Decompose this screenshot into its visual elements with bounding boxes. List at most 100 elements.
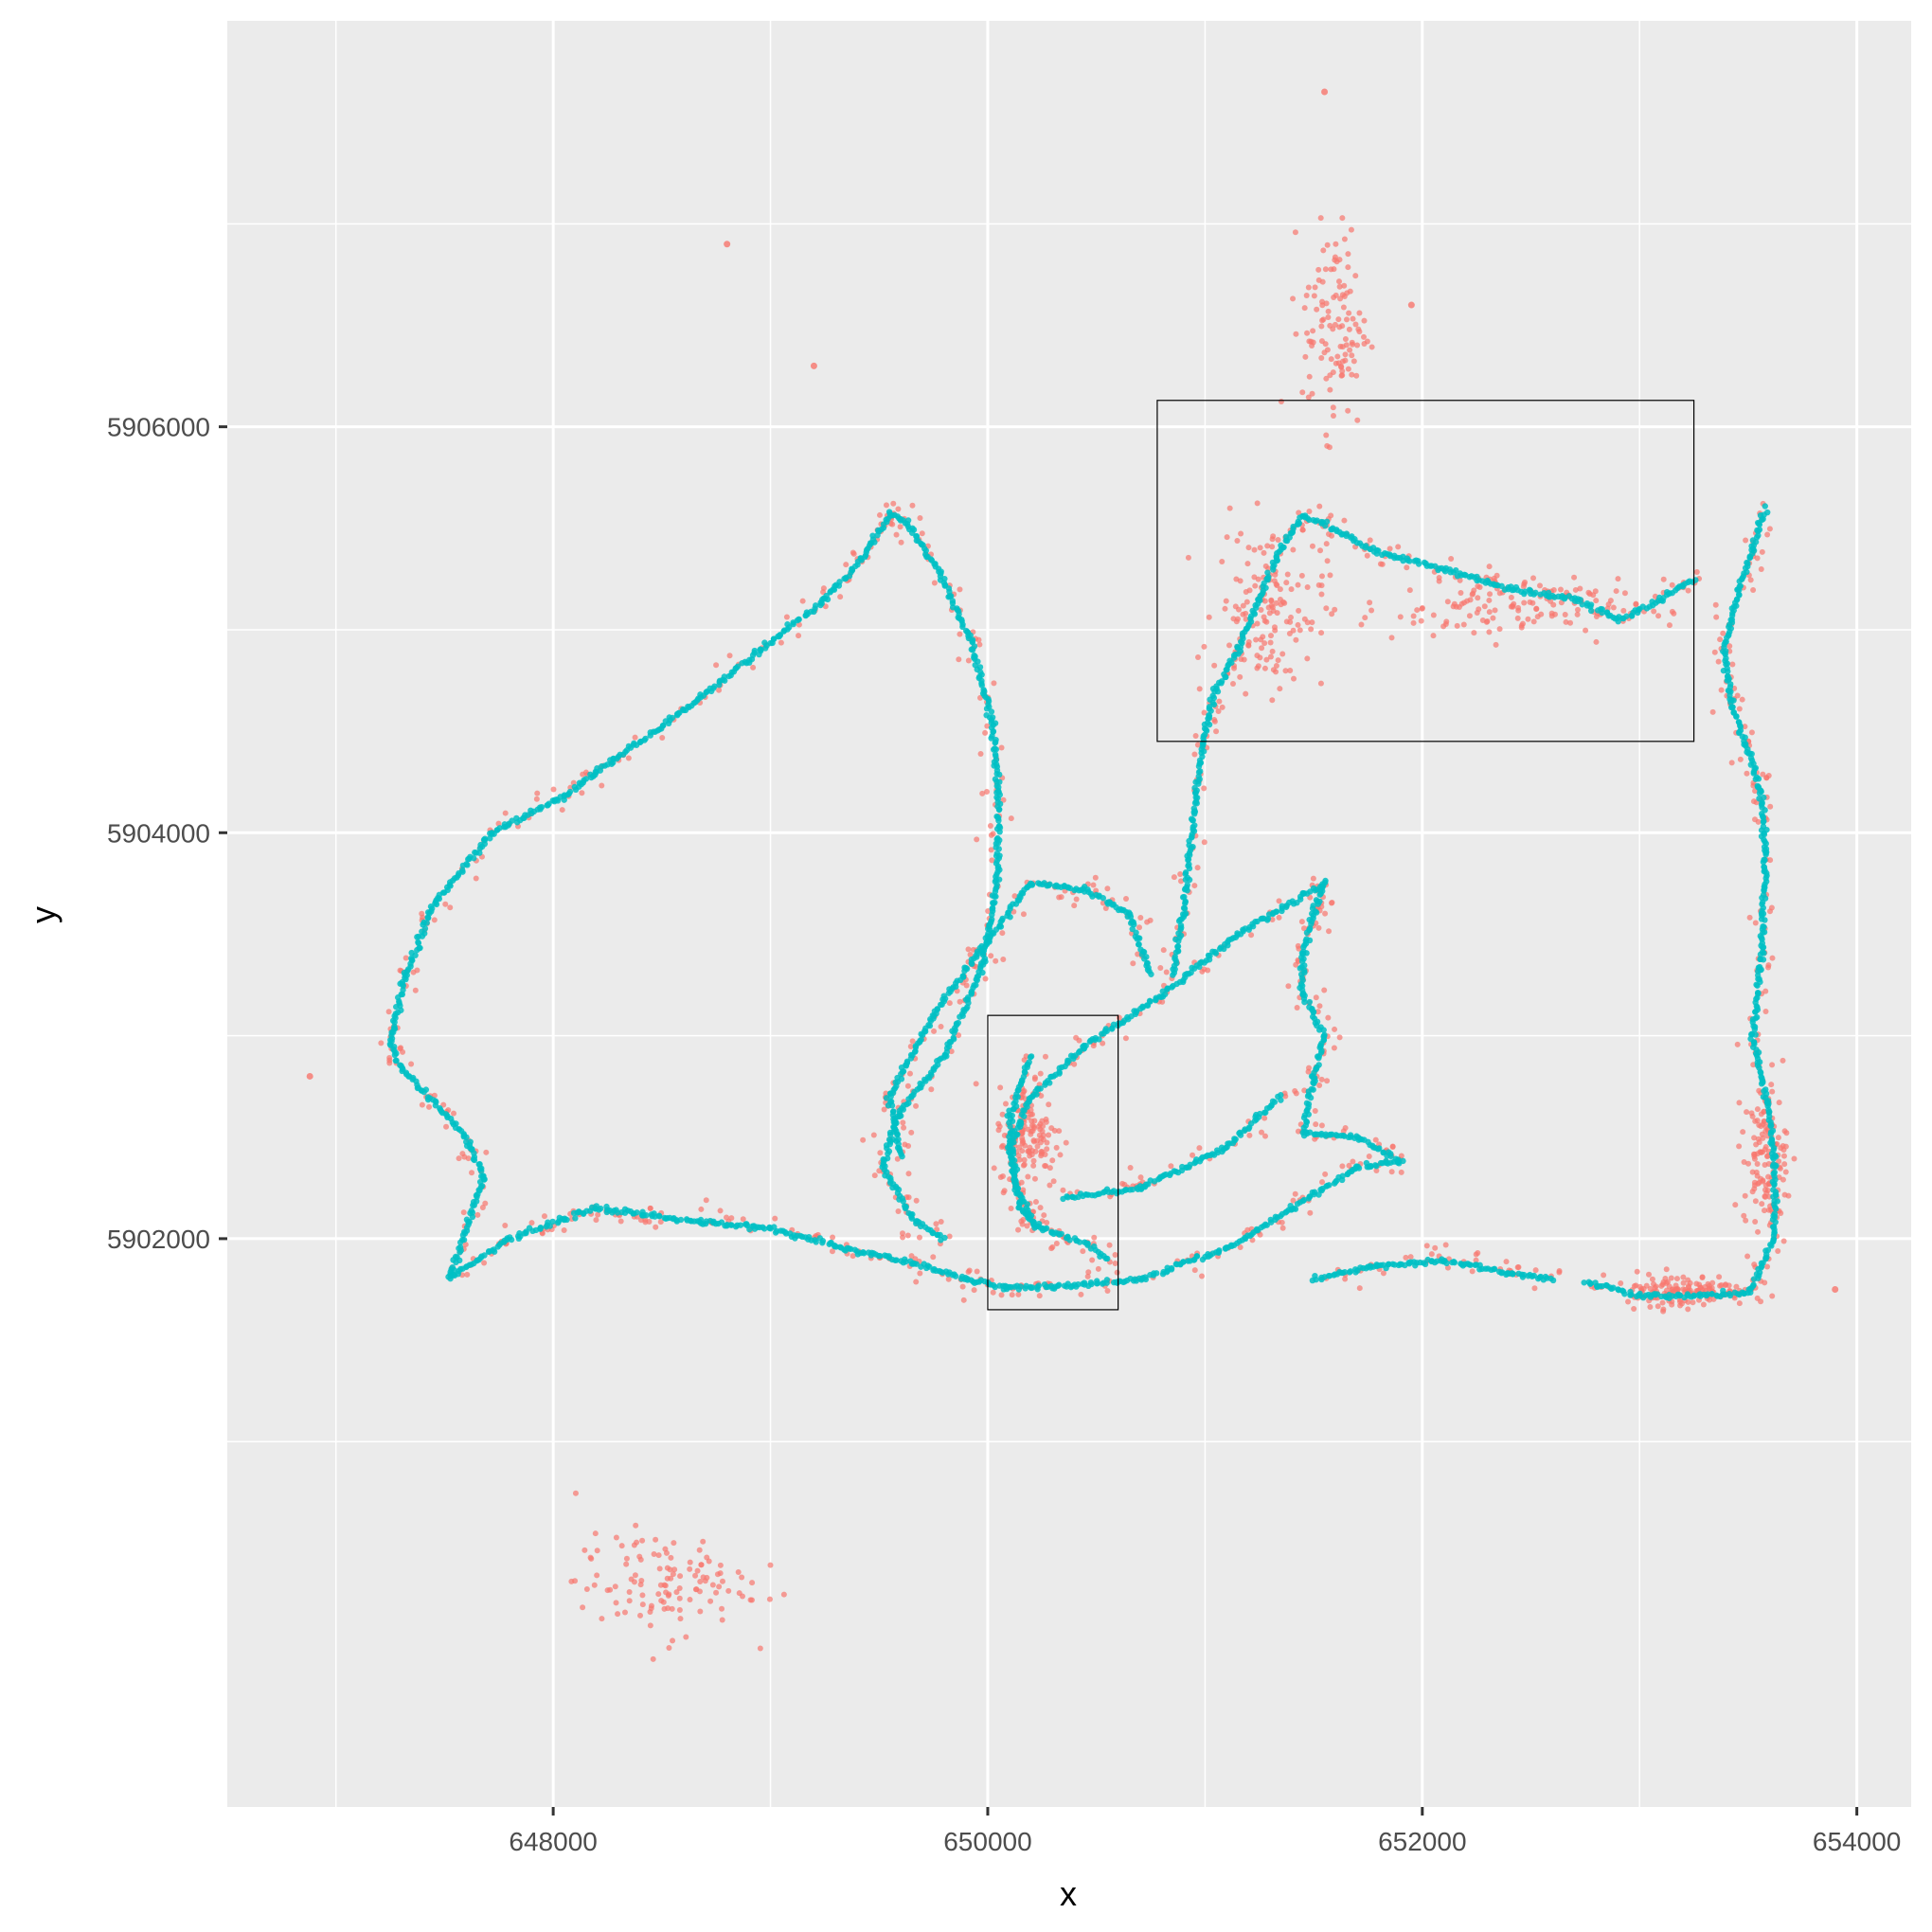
- red-point: [1615, 576, 1621, 582]
- red-point: [1201, 785, 1208, 792]
- teal-point: [1218, 678, 1225, 685]
- red-point: [1231, 665, 1238, 671]
- teal-point: [1759, 813, 1766, 820]
- red-point: [1355, 326, 1362, 332]
- red-point: [1752, 920, 1759, 926]
- teal-point: [1206, 704, 1213, 710]
- red-point: [1309, 390, 1315, 397]
- red-point: [1213, 728, 1220, 735]
- red-point: [1339, 1163, 1346, 1170]
- red-point: [1780, 1238, 1787, 1244]
- teal-point: [1306, 1193, 1313, 1200]
- red-point: [414, 967, 420, 974]
- red-point: [1660, 576, 1667, 582]
- red-point: [917, 514, 923, 521]
- red-point: [1329, 611, 1335, 617]
- red-point: [1742, 1192, 1748, 1199]
- red-point: [1263, 656, 1270, 663]
- red-point: [1470, 590, 1476, 597]
- teal-point: [449, 1263, 456, 1271]
- red-point: [1196, 686, 1203, 692]
- red-point: [1233, 576, 1240, 582]
- red-point: [757, 1645, 763, 1652]
- teal-point: [990, 746, 997, 753]
- teal-point: [1326, 1182, 1333, 1189]
- red-point: [687, 1597, 693, 1603]
- red-point: [1432, 1244, 1439, 1251]
- teal-point: [1450, 1259, 1458, 1265]
- red-point: [1361, 317, 1368, 324]
- teal-point: [934, 1006, 941, 1013]
- teal-point: [1196, 963, 1203, 971]
- red-point: [1631, 1305, 1637, 1312]
- teal-point: [1264, 569, 1271, 576]
- red-point: [1731, 1295, 1738, 1301]
- teal-point: [1587, 607, 1595, 615]
- red-point: [1613, 588, 1619, 595]
- red-point: [724, 241, 731, 248]
- red-point: [1324, 442, 1331, 449]
- red-point: [974, 836, 980, 843]
- red-point: [1767, 803, 1774, 810]
- red-point: [1418, 617, 1424, 624]
- red-point: [1336, 1034, 1343, 1041]
- red-point: [1347, 288, 1353, 295]
- red-point: [1536, 582, 1543, 589]
- red-point: [988, 832, 994, 838]
- red-point: [1755, 1228, 1762, 1235]
- red-point: [749, 1580, 756, 1586]
- red-point: [993, 957, 999, 964]
- teal-point: [908, 1213, 915, 1220]
- red-point: [1776, 1158, 1782, 1165]
- red-point: [1328, 266, 1334, 273]
- red-point: [1530, 618, 1537, 625]
- red-point: [1765, 962, 1772, 969]
- red-point: [876, 511, 883, 518]
- red-point: [748, 1597, 755, 1603]
- red-point: [1345, 366, 1351, 372]
- teal-point: [1033, 1223, 1040, 1230]
- red-point: [604, 1587, 611, 1594]
- teal-point: [1267, 1216, 1274, 1224]
- red-point: [1358, 621, 1365, 628]
- red-point: [772, 1215, 778, 1222]
- red-point: [1002, 1100, 1009, 1107]
- red-point: [988, 953, 994, 959]
- red-point: [1343, 342, 1350, 349]
- red-point: [1716, 1274, 1723, 1280]
- red-point: [704, 1574, 710, 1581]
- red-point: [1276, 898, 1282, 904]
- red-point: [778, 639, 784, 646]
- teal-point: [988, 708, 995, 715]
- red-point: [999, 1173, 1006, 1180]
- red-point: [1655, 613, 1662, 619]
- red-point: [916, 1234, 922, 1241]
- teal-point: [869, 532, 876, 539]
- red-point: [1195, 654, 1202, 661]
- red-point: [634, 1539, 640, 1546]
- red-point: [676, 1606, 683, 1613]
- red-point: [1736, 1300, 1743, 1307]
- red-point: [697, 1579, 704, 1585]
- red-point: [1313, 1121, 1319, 1128]
- red-point: [613, 1600, 619, 1606]
- red-point: [623, 1555, 630, 1562]
- teal-point: [1257, 1110, 1263, 1118]
- red-point: [1562, 611, 1568, 617]
- red-point: [1729, 661, 1736, 668]
- teal-point: [1058, 1230, 1064, 1238]
- teal-point: [1279, 907, 1285, 915]
- highlight-rectangle: [1156, 400, 1695, 742]
- red-point: [408, 1061, 415, 1067]
- teal-point: [1623, 613, 1630, 619]
- teal-point: [1764, 509, 1771, 516]
- red-point: [632, 1572, 638, 1579]
- red-point: [1270, 667, 1277, 673]
- teal-point: [456, 1243, 464, 1251]
- red-point: [1020, 1088, 1027, 1095]
- red-point: [386, 1057, 393, 1064]
- red-point: [1000, 956, 1007, 962]
- teal-point: [1561, 596, 1568, 602]
- red-point: [1515, 604, 1522, 611]
